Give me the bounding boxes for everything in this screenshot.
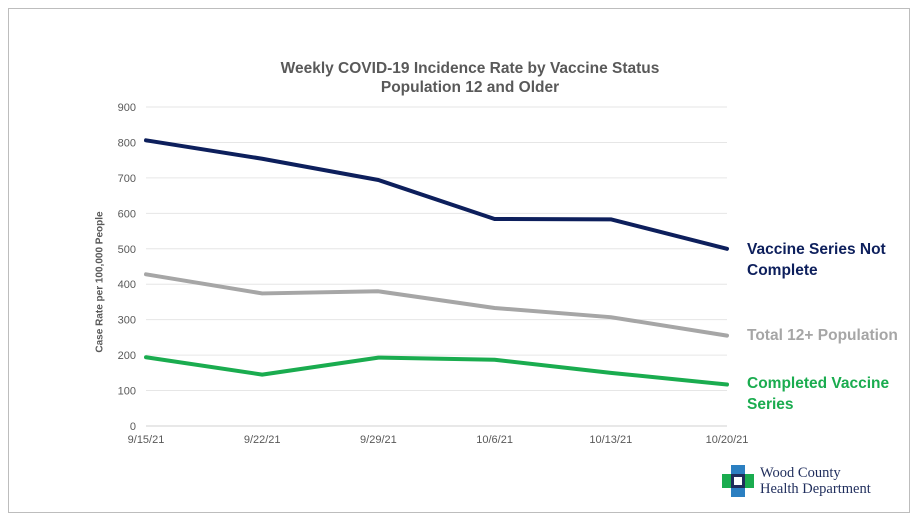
grid-lines xyxy=(146,106,727,427)
series-line-2 xyxy=(144,355,729,387)
y-tick-label: 700 xyxy=(118,173,136,185)
x-tick-label: 10/13/21 xyxy=(589,434,632,446)
y-tick-label: 300 xyxy=(118,315,136,327)
health-department-logo: Wood County Health Department xyxy=(722,465,871,497)
logo-text: Wood County Health Department xyxy=(760,465,871,497)
x-tick-label: 10/6/21 xyxy=(476,434,513,446)
y-tick-label: 600 xyxy=(118,208,136,220)
y-tick-label: 100 xyxy=(118,386,136,398)
y-tick-label: 200 xyxy=(118,350,136,362)
y-tick-labels: 0 100 200 300 400 500 600 700 800 900 xyxy=(118,102,136,433)
chart-frame xyxy=(8,8,910,513)
y-axis-label: Case Rate per 100,000 People xyxy=(94,211,106,353)
series-lines xyxy=(144,138,729,387)
x-tick-label: 9/15/21 xyxy=(128,434,165,446)
y-tick-label: 500 xyxy=(118,244,136,256)
x-tick-label: 10/20/21 xyxy=(706,434,749,446)
x-tick-label: 9/22/21 xyxy=(244,434,281,446)
series-label-line: Completed Vaccine xyxy=(747,375,890,392)
logo-line-1: Wood County xyxy=(760,465,841,481)
y-tick-label: 400 xyxy=(118,279,136,291)
x-tick-label: 9/29/21 xyxy=(360,434,397,446)
series-label-line: Complete xyxy=(747,262,818,279)
series-label-completed: Completed Vaccine Series xyxy=(747,373,889,415)
series-line-1 xyxy=(144,272,729,338)
series-label-line: Series xyxy=(747,396,794,413)
y-tick-label: 900 xyxy=(118,102,136,114)
series-label-total: Total 12+ Population xyxy=(747,325,898,346)
series-label-line: Total 12+ Population xyxy=(747,327,898,344)
y-tick-label: 800 xyxy=(118,137,136,149)
cross-logo-icon xyxy=(722,465,754,497)
series-label-not-complete: Vaccine Series Not Complete xyxy=(747,239,886,281)
logo-line-2: Health Department xyxy=(760,481,871,497)
y-tick-label: 0 xyxy=(130,421,136,433)
chart-title: Weekly COVID-19 Incidence Rate by Vaccin… xyxy=(280,60,660,77)
chart-subtitle: Population 12 and Older xyxy=(380,79,560,96)
x-tick-labels: 9/15/21 9/22/21 9/29/21 10/6/21 10/13/21 10/2… xyxy=(128,434,749,446)
series-line-0 xyxy=(144,138,729,251)
series-label-line: Vaccine Series Not xyxy=(747,241,886,258)
